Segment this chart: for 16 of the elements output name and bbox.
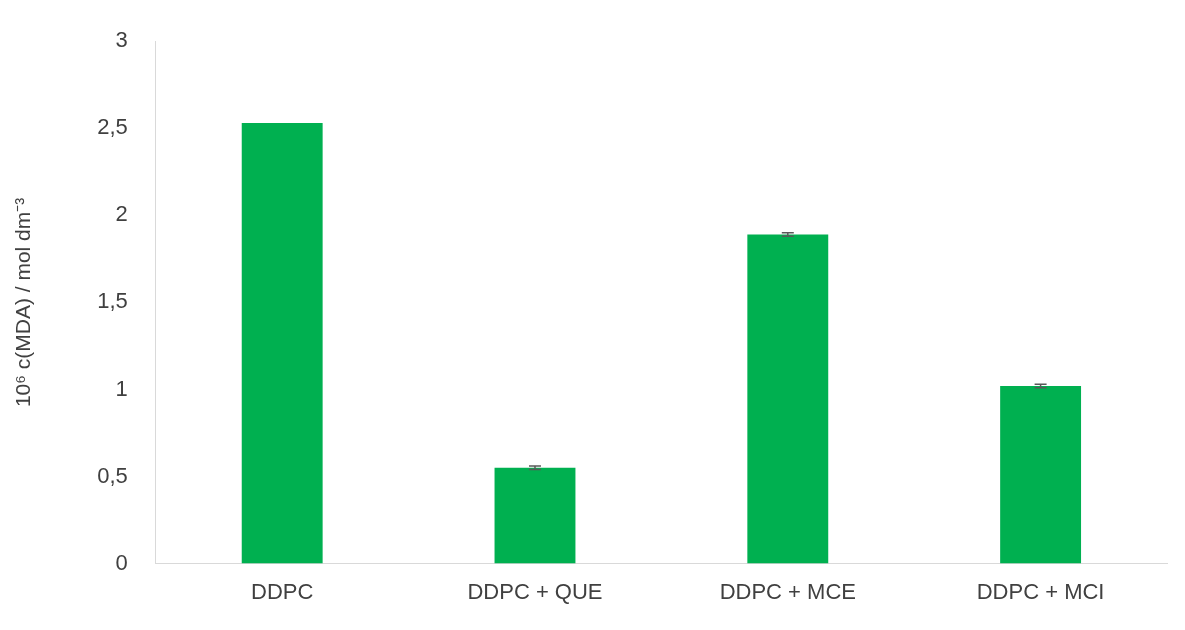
bar (747, 234, 829, 564)
y-axis-title: 10⁶ c(MDA) / mol dm⁻³ (11, 197, 35, 408)
bar (1000, 385, 1082, 564)
x-tick-label: DDPC + MCI (976, 578, 1105, 604)
y-tick-label: 2,5 (97, 114, 128, 140)
x-tick-label: DDPC + QUE (467, 578, 603, 604)
y-tick-label: 0,5 (97, 462, 128, 488)
y-tick-label: 1,5 (97, 288, 128, 314)
y-tick-label: 1 (115, 375, 128, 401)
y-tick-label: 0 (115, 549, 128, 575)
bar (494, 467, 576, 564)
y-tick-label: 2 (115, 201, 128, 227)
x-tick-label: DDPC (251, 578, 314, 604)
x-tick-label: DDPC + MCE (719, 578, 856, 604)
y-tick-label: 3 (115, 27, 128, 53)
bar (241, 123, 323, 564)
